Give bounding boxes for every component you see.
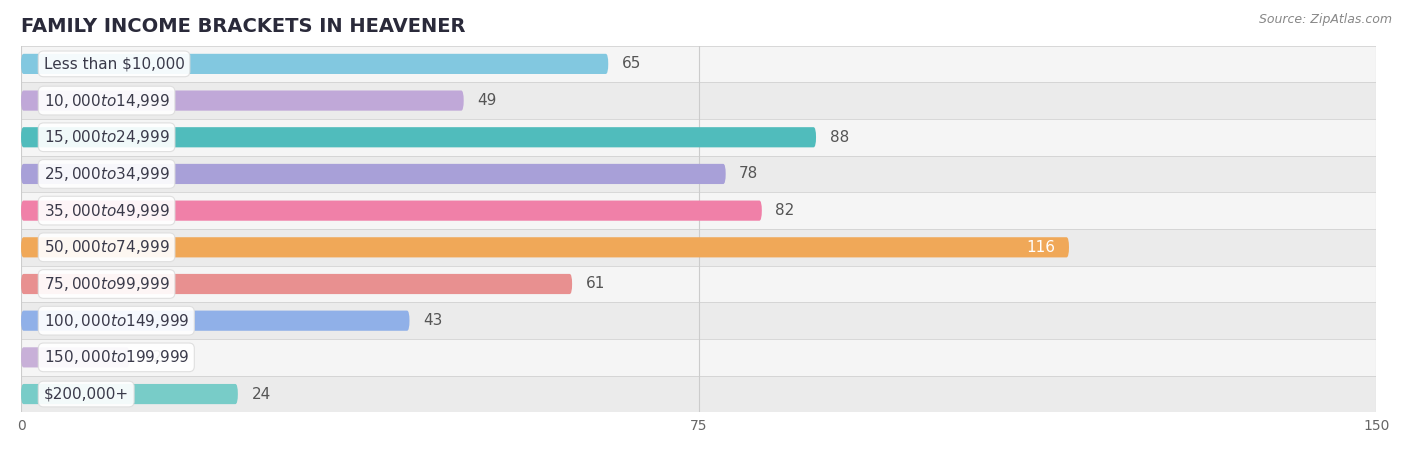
- FancyBboxPatch shape: [21, 82, 1376, 119]
- Text: $200,000+: $200,000+: [44, 387, 129, 401]
- FancyBboxPatch shape: [21, 164, 725, 184]
- Text: 78: 78: [740, 166, 758, 181]
- FancyBboxPatch shape: [21, 302, 1376, 339]
- Text: $50,000 to $74,999: $50,000 to $74,999: [44, 238, 170, 256]
- Text: Source: ZipAtlas.com: Source: ZipAtlas.com: [1258, 14, 1392, 27]
- Text: 12: 12: [143, 350, 162, 365]
- FancyBboxPatch shape: [21, 339, 1376, 376]
- FancyBboxPatch shape: [21, 201, 762, 220]
- FancyBboxPatch shape: [21, 192, 1376, 229]
- Text: 82: 82: [775, 203, 794, 218]
- FancyBboxPatch shape: [21, 156, 1376, 192]
- Text: $100,000 to $149,999: $100,000 to $149,999: [44, 312, 188, 330]
- Text: $25,000 to $34,999: $25,000 to $34,999: [44, 165, 170, 183]
- Text: 116: 116: [1026, 240, 1056, 255]
- FancyBboxPatch shape: [21, 54, 609, 74]
- Text: Less than $10,000: Less than $10,000: [44, 56, 184, 72]
- FancyBboxPatch shape: [21, 274, 572, 294]
- Text: $150,000 to $199,999: $150,000 to $199,999: [44, 348, 188, 366]
- Text: 61: 61: [586, 276, 605, 292]
- Text: 88: 88: [830, 130, 849, 145]
- FancyBboxPatch shape: [21, 384, 238, 404]
- Text: 49: 49: [477, 93, 496, 108]
- FancyBboxPatch shape: [21, 119, 1376, 156]
- Text: $35,000 to $49,999: $35,000 to $49,999: [44, 202, 170, 220]
- Text: $15,000 to $24,999: $15,000 to $24,999: [44, 128, 170, 146]
- Text: 43: 43: [423, 313, 443, 328]
- FancyBboxPatch shape: [21, 266, 1376, 302]
- FancyBboxPatch shape: [21, 376, 1376, 412]
- Text: $75,000 to $99,999: $75,000 to $99,999: [44, 275, 170, 293]
- Text: 24: 24: [252, 387, 271, 401]
- FancyBboxPatch shape: [21, 347, 129, 368]
- FancyBboxPatch shape: [21, 237, 1069, 257]
- Text: $10,000 to $14,999: $10,000 to $14,999: [44, 92, 170, 110]
- FancyBboxPatch shape: [21, 45, 1376, 82]
- FancyBboxPatch shape: [21, 310, 409, 331]
- FancyBboxPatch shape: [21, 229, 1376, 266]
- FancyBboxPatch shape: [21, 127, 815, 147]
- FancyBboxPatch shape: [21, 90, 464, 111]
- Text: 65: 65: [621, 56, 641, 72]
- Text: FAMILY INCOME BRACKETS IN HEAVENER: FAMILY INCOME BRACKETS IN HEAVENER: [21, 17, 465, 36]
